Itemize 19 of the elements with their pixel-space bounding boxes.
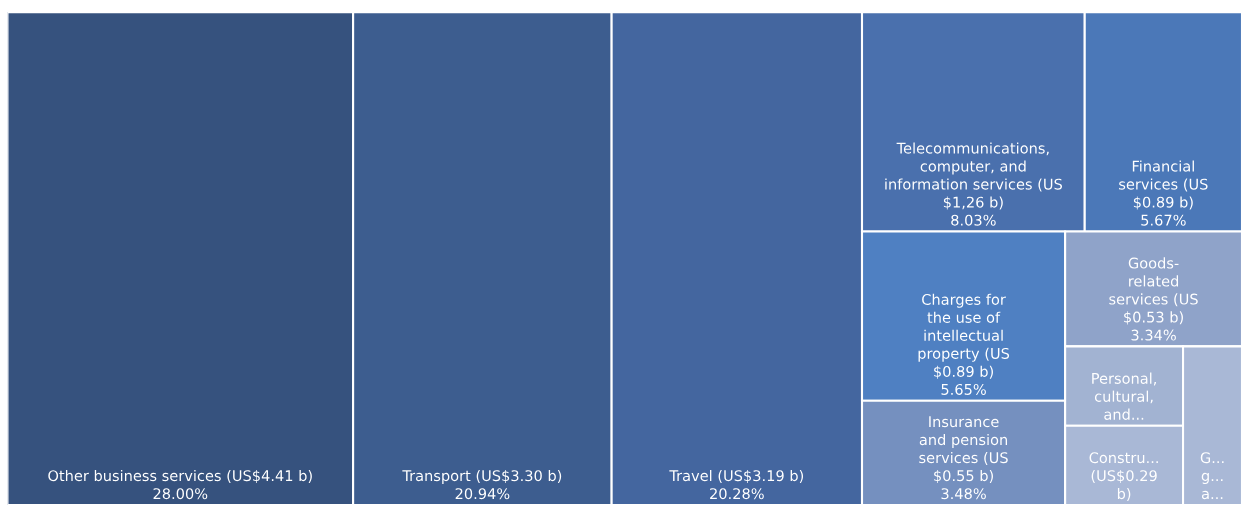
category-label: Constru... (US$0.29 b) (1089, 452, 1158, 501)
category-label: Telecommunications, computer, and information services (US $1,26 b) (885, 142, 1063, 210)
data-label: 3.48% (941, 488, 986, 500)
category-label: Other business services (US$4.41 b) (48, 469, 312, 484)
category-label: Insurance and pension services (US $0.55 b) (919, 416, 1008, 484)
data-label: 20.28% (710, 488, 764, 500)
category-label: Travel (US$3.19 b) (669, 469, 804, 484)
data-label: 28.00% (153, 488, 208, 500)
data-label: 5.67% (1141, 214, 1186, 226)
category-label: Goods- related services (US $0.53 b) (1109, 257, 1198, 325)
data-label: 3.34% (1131, 329, 1176, 341)
category-label: Financial services (US $0.89 b) (1119, 160, 1208, 210)
data-label: 8.03% (951, 214, 996, 226)
category-label: Charges for the use of intellectual property (US $0.89 b) (918, 293, 1010, 379)
data-label: 20.94% (455, 488, 510, 500)
category-label: G... g... a... (1200, 452, 1224, 500)
data-label: 5.65% (941, 383, 986, 395)
category-label: Transport (US$3.30 b) (402, 469, 562, 485)
category-label: Personal, cultural, and... (1092, 372, 1156, 420)
